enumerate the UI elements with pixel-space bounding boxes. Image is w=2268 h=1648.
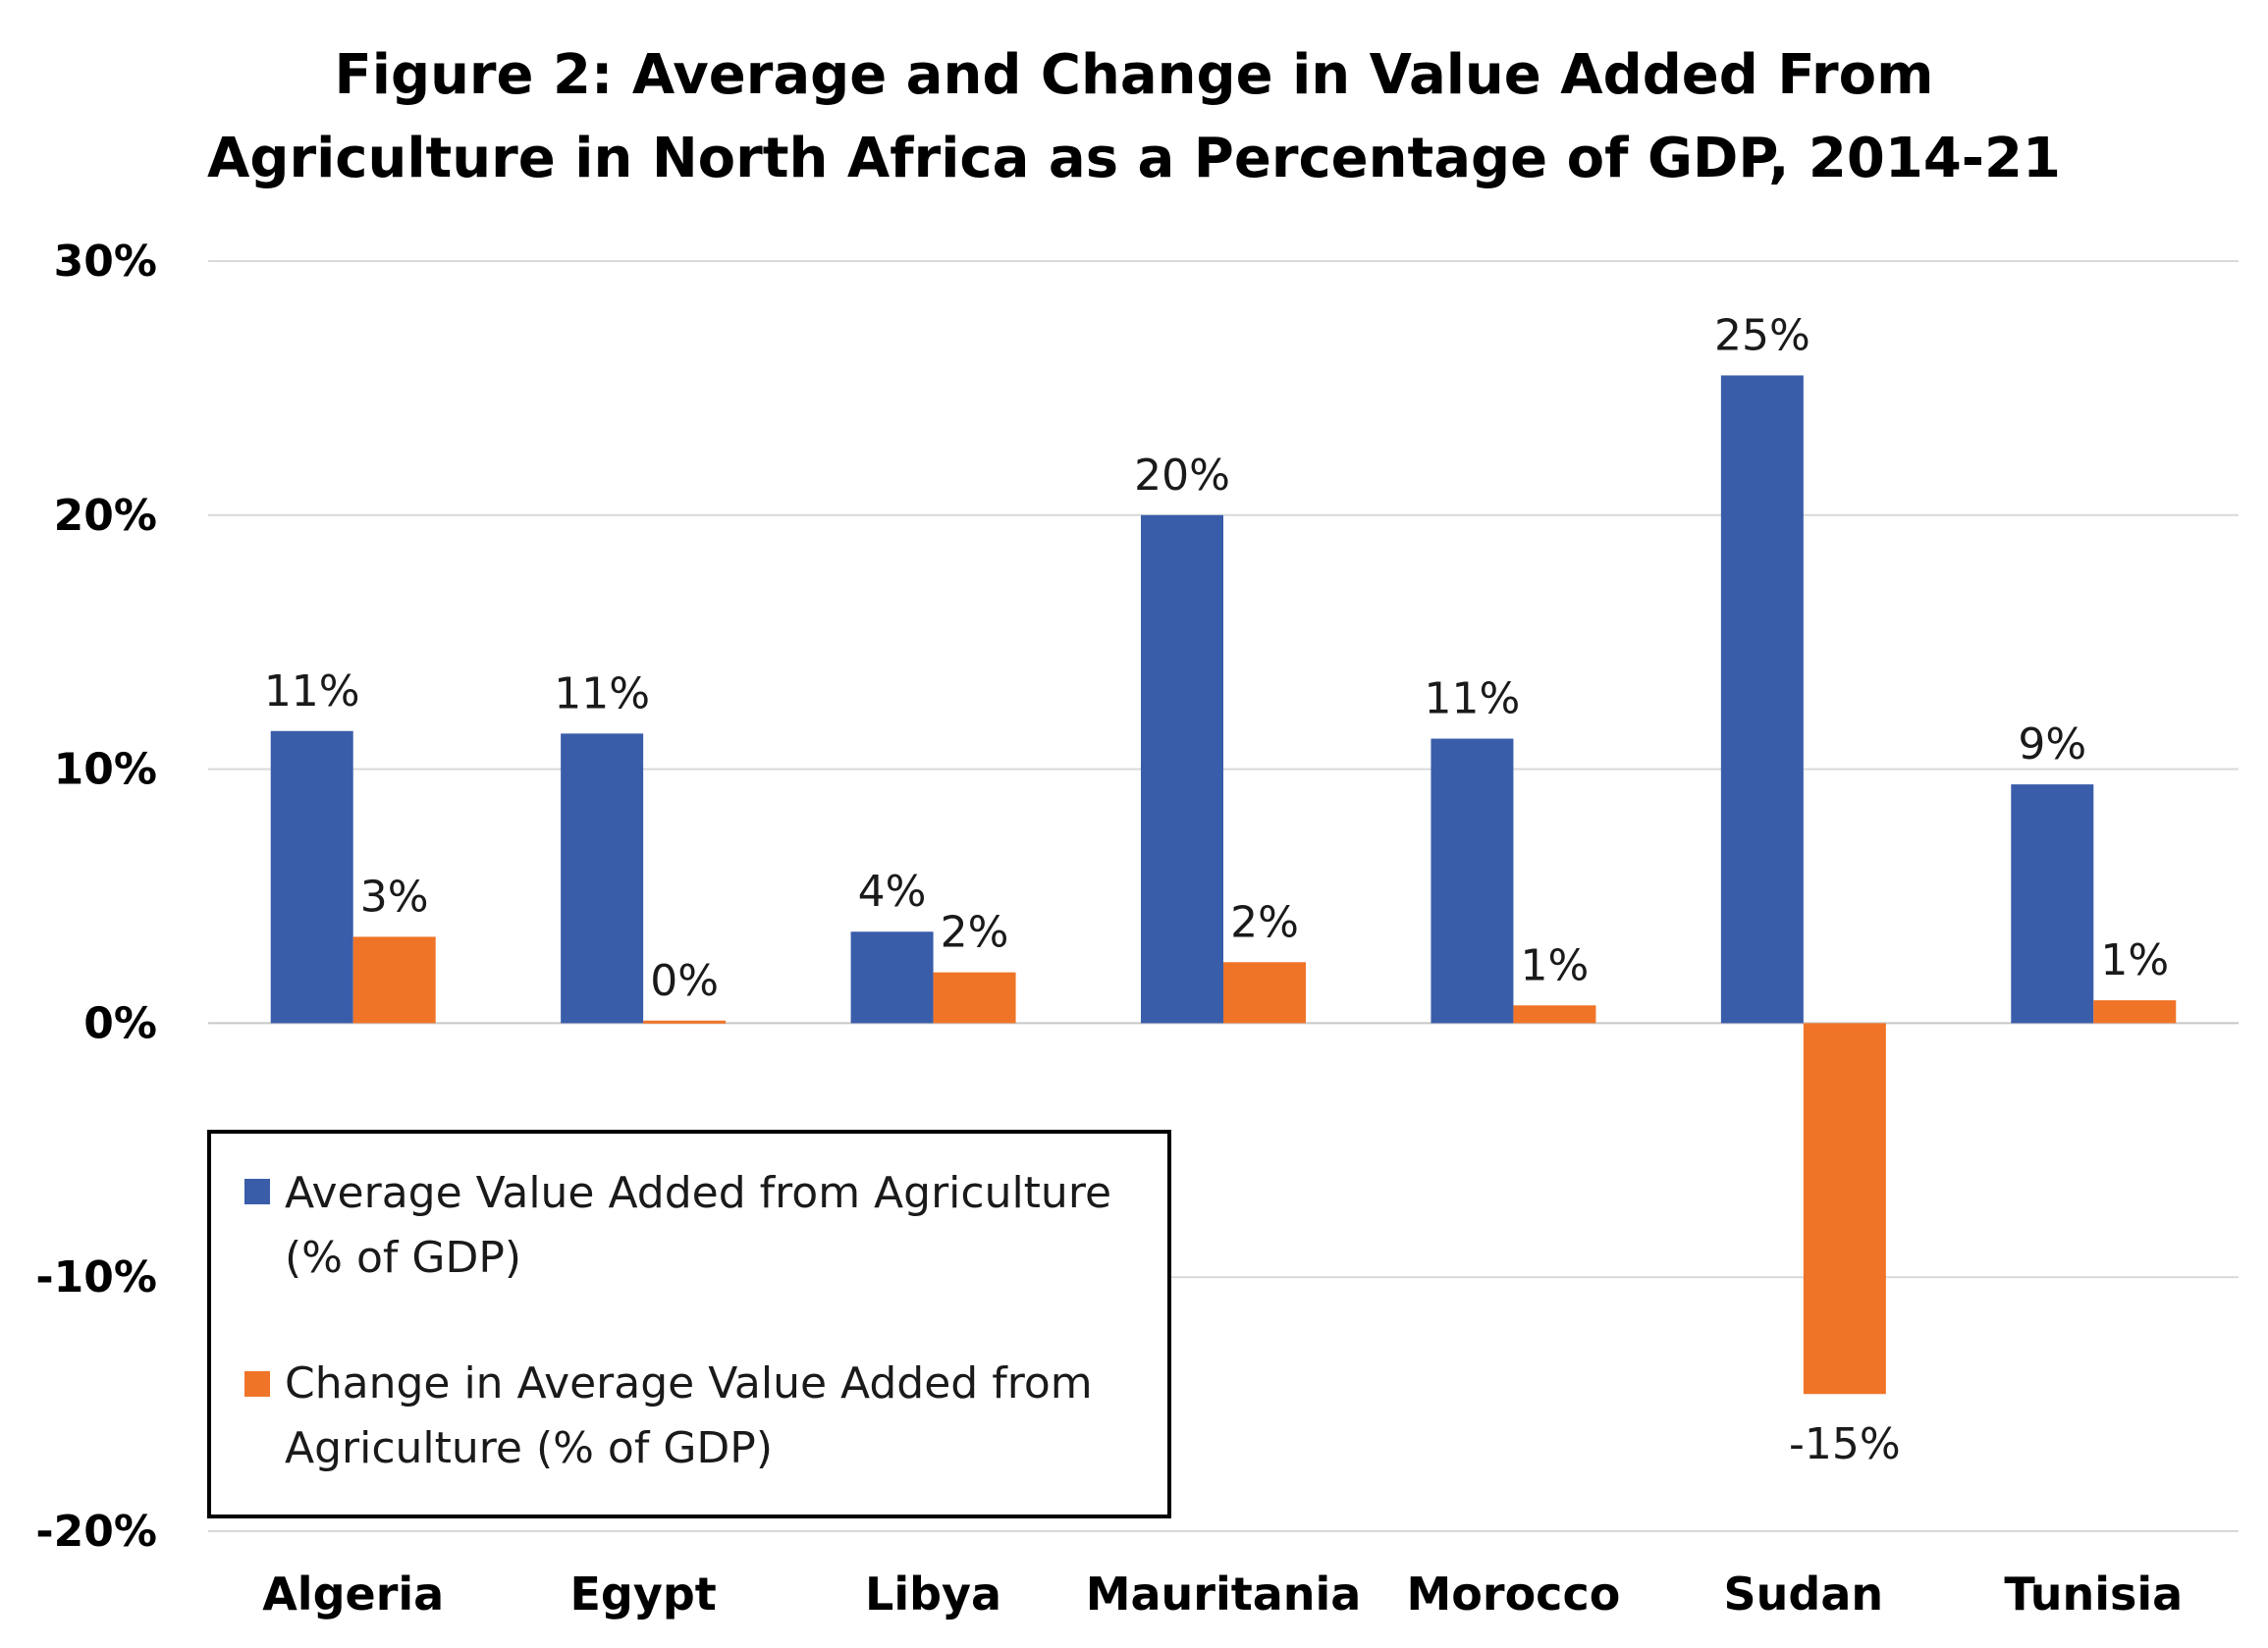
x-category-label: Algeria: [262, 1568, 444, 1621]
data-label-change: 2%: [1230, 897, 1299, 947]
legend-label-average-line-1: Average Value Added from Agriculture: [285, 1168, 1111, 1218]
x-category-label: Egypt: [570, 1568, 717, 1621]
bars: [270, 375, 2177, 1395]
chart-title-line-2: Agriculture in North Africa as a Percent…: [207, 127, 2061, 190]
y-tick-label: 0%: [83, 998, 157, 1048]
bar-average: [1720, 375, 1804, 1024]
bar-average: [850, 931, 934, 1024]
bar-change: [1513, 1005, 1596, 1024]
data-labels: 11% 3% 11% 0% 4% 2% 20% 2% 11% 1% 25% -15% 9% 1%: [264, 310, 2169, 1469]
data-label-change: 2%: [941, 908, 1009, 958]
data-label-average: 11%: [1425, 674, 1521, 724]
data-label-average: 9%: [2018, 719, 2086, 770]
x-category-label: Libya: [865, 1568, 1001, 1621]
bar-change: [1803, 1023, 1886, 1395]
data-label-change: -15%: [1789, 1419, 1901, 1469]
y-tick-label: -20%: [35, 1507, 157, 1557]
data-label-average: 4%: [858, 867, 927, 917]
legend-label-change-line-1: Change in Average Value Added from: [285, 1358, 1093, 1409]
data-label-average: 20%: [1134, 451, 1230, 501]
y-tick-label: 30%: [54, 237, 157, 287]
legend-swatch-average: [244, 1179, 270, 1204]
data-label-average: 25%: [1714, 310, 1810, 360]
bar-change: [352, 936, 436, 1024]
legend: Average Value Added from Agriculture (% …: [207, 1130, 1171, 1518]
y-tick-label: -10%: [35, 1252, 157, 1302]
x-axis-categories: Algeria Egypt Libya Mauritania Morocco Sudan T…: [262, 1568, 2183, 1621]
legend-label-change-line-2: Agriculture (% of GDP): [285, 1423, 773, 1473]
bar-change: [643, 1020, 727, 1024]
x-category-label: Tunisia: [2004, 1568, 2183, 1621]
legend-label-average-line-2: (% of GDP): [285, 1233, 521, 1283]
bar-average: [270, 730, 353, 1024]
bar-average: [1141, 514, 1223, 1024]
x-category-label: Mauritania: [1086, 1568, 1362, 1621]
bar-change: [2093, 1000, 2177, 1024]
y-tick-label: 20%: [54, 491, 157, 541]
data-label-average: 11%: [264, 666, 360, 717]
chart-title-line-1: Figure 2: Average and Change in Value Ad…: [335, 43, 1934, 107]
y-axis-ticks: 30% 20% 10% 0% -10% -20%: [35, 237, 157, 1557]
bar-change: [933, 972, 1016, 1024]
data-label-change: 1%: [1521, 940, 1590, 990]
x-category-label: Morocco: [1407, 1568, 1621, 1621]
data-label-change: 1%: [2100, 935, 2169, 985]
bar-change: [1223, 962, 1306, 1024]
data-label-change: 0%: [650, 956, 719, 1006]
legend-box: [207, 1130, 1171, 1518]
data-label-change: 3%: [360, 872, 429, 922]
bar-average: [1431, 738, 1514, 1024]
bar-average: [561, 733, 644, 1024]
bar-average: [2011, 784, 2094, 1024]
legend-swatch-change: [244, 1371, 270, 1397]
x-category-label: Sudan: [1724, 1568, 1884, 1621]
y-tick-label: 10%: [54, 745, 157, 795]
data-label-average: 11%: [554, 668, 650, 718]
